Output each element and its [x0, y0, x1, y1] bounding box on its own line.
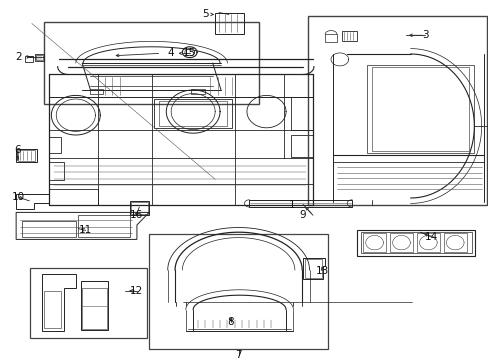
- Text: 3: 3: [421, 30, 428, 40]
- Text: 4: 4: [167, 48, 174, 58]
- Text: 1: 1: [288, 200, 295, 210]
- Text: 2: 2: [15, 52, 22, 62]
- Text: 13: 13: [315, 266, 329, 276]
- Text: 12: 12: [130, 286, 143, 296]
- Text: 9: 9: [299, 210, 306, 220]
- Text: 14: 14: [424, 232, 437, 242]
- Text: 10: 10: [12, 192, 25, 202]
- Text: 16: 16: [129, 210, 142, 220]
- Bar: [149, 234, 327, 349]
- Bar: [30, 268, 146, 338]
- Text: 6: 6: [14, 145, 20, 156]
- Text: 15: 15: [183, 48, 196, 58]
- Text: 8: 8: [227, 317, 234, 327]
- Text: 11: 11: [79, 225, 92, 235]
- Bar: [44, 22, 259, 104]
- Bar: [307, 16, 486, 205]
- Text: 7: 7: [235, 350, 242, 360]
- Text: 5: 5: [202, 9, 208, 19]
